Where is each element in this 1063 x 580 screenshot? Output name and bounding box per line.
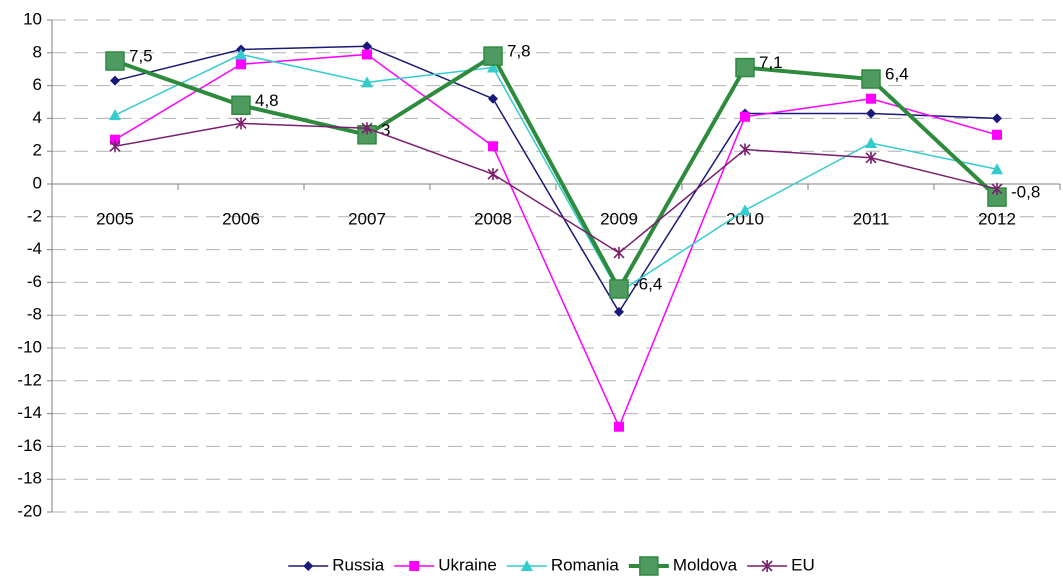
data-point: [110, 75, 120, 86]
data-point: [865, 137, 877, 148]
data-point: [110, 134, 120, 145]
data-point: [488, 93, 498, 104]
data-point: [105, 51, 125, 71]
data-point: [991, 182, 1003, 195]
data-point: [861, 69, 881, 89]
y-tick-label: 8: [33, 42, 42, 61]
y-tick-label: -12: [17, 370, 42, 389]
legend: Russia Ukraine Romania Moldova EU: [288, 555, 815, 576]
data-point: [231, 95, 251, 116]
data-label: 3: [381, 120, 390, 139]
data-point: [739, 143, 751, 156]
x-tick-label: 2010: [726, 209, 764, 228]
data-point: [487, 61, 499, 73]
x-tick-label: 2012: [978, 209, 1016, 228]
series-line: [114, 53, 998, 294]
legend-label: Moldova: [673, 555, 738, 574]
data-point: [735, 57, 755, 78]
legend-label: EU: [791, 555, 815, 574]
legend-label: Ukraine: [438, 555, 497, 574]
series-line: [114, 53, 999, 294]
data-label: 7,1: [759, 53, 783, 72]
x-tick-label: 2006: [222, 209, 260, 228]
series: [110, 49, 1002, 432]
data-point: [866, 93, 876, 104]
data-point: [362, 49, 372, 60]
x-tick-label: 2009: [600, 209, 638, 228]
data-point: [740, 111, 750, 122]
data-point: [236, 59, 246, 70]
y-tick-label: -2: [27, 206, 42, 225]
data-point: [362, 41, 372, 52]
legend-label: Russia: [332, 555, 385, 574]
legend-marker: [409, 561, 420, 571]
data-label: 4,8: [255, 91, 279, 110]
data-point: [109, 109, 121, 121]
data-point: [991, 163, 1003, 175]
legend-marker: [303, 561, 314, 571]
x-tick-label: 2007: [348, 209, 386, 228]
data-label: 7,8: [507, 42, 531, 61]
series-line: [114, 45, 998, 314]
y-tick-label: -8: [27, 305, 42, 324]
y-tick-label: -10: [17, 337, 42, 356]
y-tick-label: 2: [33, 141, 42, 160]
data-point: [866, 108, 876, 119]
y-tick-label: -18: [17, 469, 42, 488]
data-point: [613, 246, 625, 259]
data-point: [865, 151, 877, 164]
y-tick-label: -14: [17, 403, 42, 422]
y-tick-label: 10: [23, 9, 42, 28]
y-tick-label: 4: [33, 108, 42, 127]
data-point: [487, 168, 499, 181]
series-line: [114, 122, 998, 254]
data-label: -0,8: [1011, 183, 1040, 202]
x-tick-label: 2005: [96, 209, 134, 228]
y-tick-label: -16: [17, 436, 42, 455]
series-line: [114, 53, 998, 429]
data-point: [109, 140, 121, 153]
data-point: [483, 46, 503, 66]
x-tick-label: 2008: [474, 209, 512, 228]
data-point: [609, 279, 629, 299]
y-tick-label: -6: [27, 272, 42, 291]
legend-marker: [520, 560, 533, 571]
data-point: [361, 76, 373, 88]
data-label: 6,4: [885, 65, 909, 84]
data-point: [235, 117, 247, 130]
series: [110, 41, 1002, 317]
series: [109, 48, 1003, 298]
y-tick-label: 0: [33, 173, 42, 192]
data-point: [992, 129, 1002, 140]
data-point: [361, 122, 373, 135]
legend-marker: [639, 556, 659, 576]
data-point: [614, 421, 624, 432]
data-label: -6,4: [633, 274, 662, 293]
data-label: 7,5: [129, 46, 153, 65]
y-tick-label: -4: [27, 239, 42, 258]
legend-label: Romania: [551, 555, 620, 574]
y-tick-label: -20: [17, 501, 42, 520]
data-point: [992, 113, 1002, 124]
x-tick-label: 2011: [853, 209, 890, 228]
series: 7,5 4,8 3 7,8 -6,4 7,1 6,4 -0,8: [105, 42, 1040, 299]
data-point: [488, 141, 498, 152]
data-point: [614, 306, 624, 317]
data-point: [235, 48, 247, 60]
legend-marker: [761, 560, 773, 572]
data-point: [739, 204, 751, 216]
y-tick-label: 6: [33, 75, 42, 94]
series: [109, 117, 1003, 259]
